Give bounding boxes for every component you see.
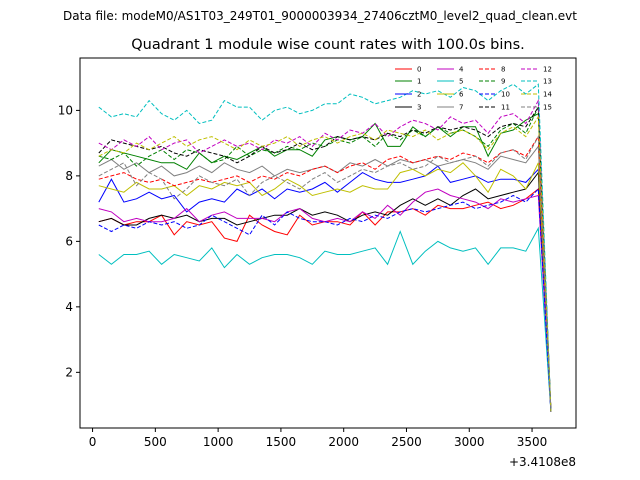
legend-label-4: 4 [459,66,464,74]
x-tick-label: 0 [89,435,97,449]
chart-title: Quadrant 1 module wise count rates with … [131,37,525,53]
series-line-13 [98,83,552,412]
legend-label-15: 15 [543,104,552,112]
series-line-14 [98,115,552,412]
series-line-1 [98,112,552,412]
legend-label-11: 11 [501,104,510,112]
series-line-12 [98,98,552,412]
series-line-6 [98,162,552,409]
x-offset-label: +3.4108e8 [509,455,576,469]
series-line-5 [98,226,552,412]
legend-label-0: 0 [417,66,421,74]
x-tick-label: 3000 [454,435,485,449]
x-tick-label: 500 [144,435,167,449]
legend-label-8: 8 [501,66,505,74]
y-tick-label: 2 [65,365,73,379]
legend-label-10: 10 [501,91,510,99]
series-line-9 [98,106,552,412]
x-tick-label: 1000 [203,435,234,449]
series-layer [98,83,552,412]
y-tick-label: 4 [65,300,73,314]
plot-frame [79,57,577,429]
y-tick-label: 10 [58,103,73,117]
x-tick-label: 2000 [328,435,359,449]
series-line-15 [98,134,552,412]
x-tick-label: 3500 [517,435,548,449]
legend-label-6: 6 [459,91,464,99]
y-axis: 2 4 6 8 10 [58,103,80,379]
y-tick-label: 8 [65,169,73,183]
x-axis: 0 500 1000 1500 2000 2500 3000 3500 [89,428,548,449]
legend-label-12: 12 [543,66,552,74]
x-tick-label: 1500 [266,435,297,449]
legend-label-7: 7 [459,104,463,112]
legend-label-5: 5 [459,78,463,86]
series-line-8 [98,135,552,412]
legend-label-2: 2 [417,91,421,99]
series-line-11 [98,105,552,412]
legend-label-3: 3 [417,104,421,112]
series-line-10 [98,187,552,412]
legend-label-13: 13 [543,78,552,86]
legend-label-9: 9 [501,78,505,86]
legend-label-1: 1 [417,78,421,86]
legend-label-14: 14 [543,91,552,99]
series-line-3 [98,171,552,412]
datafile-label: Data file: modeM0/AS1T03_249T01_90000039… [63,9,577,23]
y-tick-label: 6 [65,234,73,248]
x-tick-label: 2500 [391,435,422,449]
